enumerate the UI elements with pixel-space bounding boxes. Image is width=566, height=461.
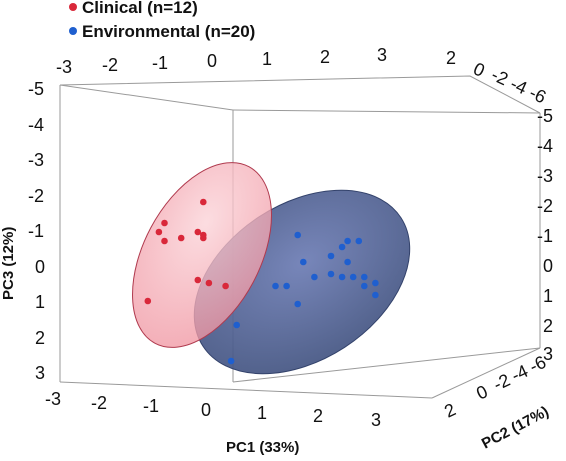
environmental-point-4 — [327, 252, 335, 260]
x-bottom-tick-labels: -3 -2 -1 0 1 2 3 — [45, 389, 381, 430]
box-back-top-depth-edge — [59, 84, 234, 111]
box-bottom-right-edge — [431, 347, 541, 399]
clinical-point-1 — [200, 198, 207, 206]
environmental-point-7 — [327, 270, 335, 278]
environmental-point-14 — [361, 282, 368, 290]
plot-box — [59, 75, 541, 399]
z-right-tick-label: -1 — [537, 226, 553, 246]
environmental-point-12 — [272, 282, 279, 290]
data-points — [144, 198, 379, 365]
z-left-tick-label: -2 — [28, 186, 44, 206]
x-bottom-tick-label: -2 — [91, 393, 107, 413]
y-top-tick-label: -4 — [507, 73, 530, 98]
y-axis-title: PC2 (17%) — [479, 403, 552, 452]
x-top-tick-label: -1 — [152, 53, 168, 73]
legend-label-environmental: Environmental (n=20) — [82, 22, 255, 41]
clinical-point-9 — [194, 276, 202, 284]
environmental-point-15 — [372, 279, 379, 287]
x-top-tick-label: -3 — [56, 57, 72, 77]
clinical-point-10 — [205, 279, 213, 287]
environmental-point-18 — [233, 321, 240, 329]
z-left-tick-label: 2 — [35, 328, 45, 348]
x-bottom-tick-label: 3 — [371, 410, 381, 430]
environmental-point-5 — [344, 258, 351, 266]
environmental-point-13 — [283, 282, 290, 290]
z-right-tick-label: -4 — [537, 136, 553, 156]
z-left-tick-label: -4 — [28, 115, 44, 135]
environmental-point-19 — [227, 357, 235, 365]
z-right-tick-label: -3 — [537, 166, 553, 186]
clinical-point-4 — [194, 228, 202, 236]
z-left-tick-label: -1 — [28, 221, 44, 241]
y-top-tick-labels: 2 0 -2 -4 -6 — [446, 48, 549, 107]
clinical-point-6 — [177, 234, 185, 242]
y-bottom-tick-label: -4 — [508, 361, 531, 386]
environmental-point-17 — [372, 291, 379, 299]
clinical-point-0 — [161, 219, 168, 227]
z-left-tick-label: 0 — [35, 257, 45, 277]
environmental-point-8 — [349, 273, 357, 281]
x-bottom-tick-label: -3 — [45, 389, 61, 409]
y-bottom-tick-label: 2 — [441, 399, 459, 421]
clinical-point-11 — [144, 297, 152, 305]
x-bottom-tick-label: 1 — [257, 403, 267, 423]
z-right-tick-label: 1 — [543, 286, 553, 306]
clinical-point-2 — [155, 228, 163, 236]
y-top-tick-label: -6 — [526, 82, 549, 107]
x-axis-title: PC1 (33%) — [226, 439, 299, 456]
y-top-tick-label: -2 — [488, 64, 511, 89]
box-back-top-edge — [59, 75, 541, 114]
environmental-point-2 — [355, 237, 363, 245]
y-bottom-tick-label: -2 — [490, 370, 513, 395]
legend-label-clinical: Clinical (n=12) — [82, 0, 198, 17]
x-top-tick-label: 3 — [377, 45, 387, 65]
z-axis-title: PC3 (12%) — [0, 227, 17, 300]
environmental-point-6 — [300, 258, 307, 266]
z-right-tick-label: 3 — [543, 344, 553, 364]
y-top-tick-label: 0 — [470, 58, 488, 80]
z-left-tick-labels: -5 -4 -3 -2 -1 0 1 2 3 — [28, 79, 45, 383]
z-left-tick-label: 3 — [35, 363, 45, 383]
environmental-point-9 — [361, 273, 368, 281]
z-right-tick-label: 0 — [543, 256, 553, 276]
z-left-tick-label: -5 — [28, 79, 44, 99]
x-top-tick-label: 2 — [320, 47, 330, 67]
z-right-tick-label: -2 — [537, 196, 553, 216]
x-bottom-tick-label: 2 — [313, 406, 323, 426]
environmental-point-16 — [294, 300, 302, 308]
legend-marker-clinical — [69, 3, 77, 11]
z-right-tick-labels: -5 -4 -3 -2 -1 0 1 2 3 — [537, 106, 553, 364]
environmental-point-10 — [338, 273, 346, 281]
clinical-point-7 — [200, 231, 207, 239]
z-right-tick-label: 2 — [543, 316, 553, 336]
clinical-point-3 — [161, 237, 168, 245]
y-top-tick-label: 2 — [446, 48, 456, 68]
x-bottom-tick-label: 0 — [201, 400, 211, 420]
environmental-point-0 — [294, 231, 302, 239]
x-top-tick-labels: -3 -2 -1 0 1 2 3 — [56, 45, 387, 77]
z-right-tick-label: -5 — [537, 106, 553, 126]
environmental-point-1 — [344, 237, 351, 245]
x-top-tick-label: 1 — [262, 49, 272, 69]
y-bottom-tick-label: 0 — [473, 381, 491, 403]
box-front-top-edge — [232, 109, 541, 114]
z-left-tick-label: 1 — [35, 292, 45, 312]
environmental-point-11 — [311, 273, 318, 281]
z-left-tick-label: -3 — [28, 150, 44, 170]
x-top-tick-label: -2 — [102, 55, 118, 75]
x-bottom-tick-label: -1 — [143, 396, 159, 416]
clinical-ellipsoid — [132, 162, 272, 348]
environmental-point-3 — [338, 243, 346, 251]
box-floor-back-edge — [232, 347, 541, 383]
clinical-point-8 — [222, 282, 229, 290]
y-bottom-tick-label: -6 — [526, 352, 549, 377]
box-bottom-edge — [59, 381, 433, 399]
legend-marker-environmental — [69, 27, 77, 35]
legend: Clinical (n=12) Environmental (n=20) — [69, 0, 255, 41]
x-top-tick-label: 0 — [207, 51, 217, 71]
